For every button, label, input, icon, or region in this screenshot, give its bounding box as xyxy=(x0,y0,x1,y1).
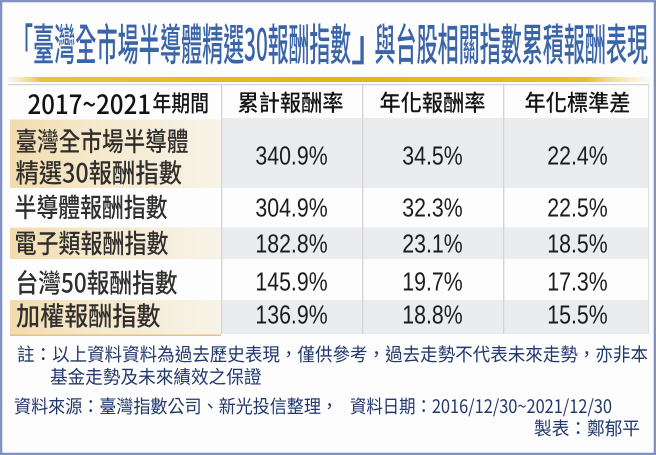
svg-text:136.9%: 136.9% xyxy=(255,301,327,331)
svg-text:304.9%: 304.9% xyxy=(255,194,327,224)
svg-text:22.4%: 22.4% xyxy=(547,142,607,172)
svg-text:182.8%: 182.8% xyxy=(255,230,327,260)
svg-text:22.5%: 22.5% xyxy=(547,194,607,224)
svg-text:17.3%: 17.3% xyxy=(547,268,607,298)
svg-text:19.7%: 19.7% xyxy=(402,268,462,298)
svg-text:23.1%: 23.1% xyxy=(402,230,462,260)
svg-text:32.3%: 32.3% xyxy=(402,194,462,224)
svg-text:15.5%: 15.5% xyxy=(547,301,607,331)
svg-text:18.5%: 18.5% xyxy=(547,230,607,260)
svg-text:340.9%: 340.9% xyxy=(255,142,327,172)
svg-text:34.5%: 34.5% xyxy=(402,142,462,172)
svg-text:18.8%: 18.8% xyxy=(402,301,462,331)
svg-text:145.9%: 145.9% xyxy=(255,268,327,298)
